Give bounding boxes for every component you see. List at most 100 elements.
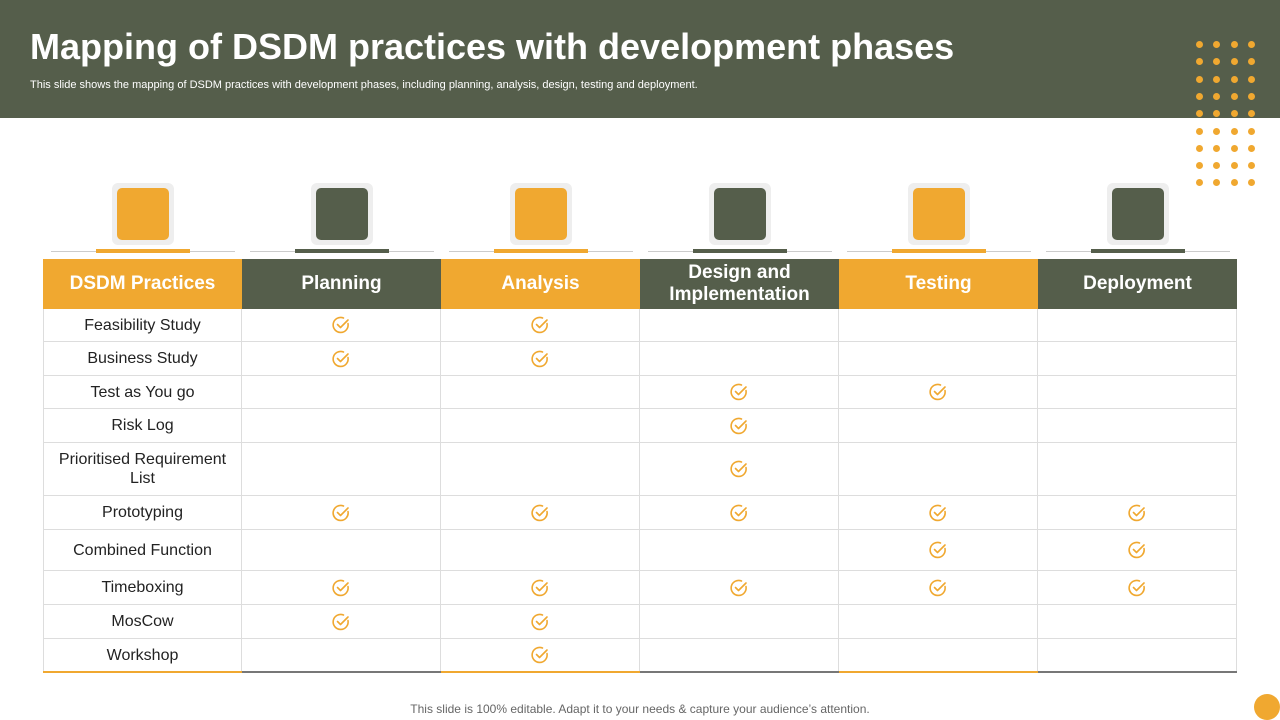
dot xyxy=(1247,127,1255,135)
icon-tile xyxy=(315,188,368,240)
column-header: Design and Implementation xyxy=(640,259,839,309)
row-label: MosCow xyxy=(43,605,242,639)
icon-tile xyxy=(116,188,169,240)
column-header: Analysis xyxy=(441,259,640,309)
dot xyxy=(1196,58,1203,66)
check-cell xyxy=(242,376,441,409)
bottom-rule xyxy=(441,671,640,673)
icon-underline xyxy=(692,249,787,253)
icon-tile xyxy=(912,188,965,240)
footer: This slide is 100% editable. Adapt it to… xyxy=(410,702,870,716)
dot xyxy=(1196,92,1203,100)
dot xyxy=(1230,144,1238,152)
check-cell xyxy=(839,409,1038,443)
bottom-rule xyxy=(839,671,1038,673)
check-cell xyxy=(1038,342,1237,376)
dot xyxy=(1247,41,1255,48)
icon-tile xyxy=(1111,188,1164,240)
check-cell xyxy=(441,496,640,530)
check-cell xyxy=(242,409,441,443)
icon-underline xyxy=(493,249,588,253)
check-cell xyxy=(1038,409,1237,443)
dot xyxy=(1247,179,1255,187)
check-cell xyxy=(441,376,640,409)
check-cell xyxy=(441,530,640,571)
dot xyxy=(1213,179,1221,187)
phase-icon xyxy=(907,183,970,245)
row-label: Test as You go xyxy=(43,376,242,409)
check-cell xyxy=(640,571,839,605)
dot xyxy=(1247,162,1255,170)
phase-icon xyxy=(111,183,174,245)
dot xyxy=(1196,162,1203,170)
check-cell xyxy=(839,530,1038,571)
check-cell xyxy=(640,639,839,672)
title: Mapping of DSDM practices with developme… xyxy=(30,26,955,67)
dot xyxy=(1213,127,1221,135)
icon-underline xyxy=(1090,249,1185,253)
check-cell xyxy=(441,409,640,443)
check-cell xyxy=(242,530,441,571)
check-cell xyxy=(242,309,441,342)
subtitle: This slide shows the mapping of DSDM pra… xyxy=(30,79,698,91)
phase-icon xyxy=(310,183,373,245)
dot xyxy=(1196,41,1203,48)
dot xyxy=(1213,144,1221,152)
bottom-rule xyxy=(43,671,242,673)
dot xyxy=(1230,127,1238,135)
icon-tile xyxy=(713,188,766,240)
bottom-rule xyxy=(242,671,441,673)
dot xyxy=(1230,58,1238,66)
bottom-rule xyxy=(640,671,839,673)
check-cell xyxy=(242,342,441,376)
column-header: Deployment xyxy=(1038,259,1237,309)
check-cell xyxy=(640,376,839,409)
check-cell xyxy=(441,309,640,342)
check-cell xyxy=(1038,376,1237,409)
check-cell xyxy=(242,443,441,496)
check-cell xyxy=(1038,443,1237,496)
dot xyxy=(1196,127,1203,135)
row-label: Feasibility Study xyxy=(43,309,242,342)
bottom-rule xyxy=(1038,671,1237,673)
dot xyxy=(1247,92,1255,100)
dot xyxy=(1213,92,1221,100)
dot xyxy=(1213,162,1221,170)
dot xyxy=(1247,144,1255,152)
dot xyxy=(1213,41,1221,48)
dot xyxy=(1196,110,1203,118)
dot xyxy=(1196,75,1203,83)
check-cell xyxy=(839,605,1038,639)
row-label: Risk Log xyxy=(43,409,242,443)
check-cell xyxy=(640,605,839,639)
check-cell xyxy=(441,443,640,496)
check-cell xyxy=(640,443,839,496)
phase-icon xyxy=(1106,183,1169,245)
check-cell xyxy=(441,605,640,639)
column-header: Testing xyxy=(839,259,1038,309)
check-cell xyxy=(640,530,839,571)
check-cell xyxy=(242,571,441,605)
check-cell xyxy=(640,496,839,530)
check-cell xyxy=(839,309,1038,342)
dot xyxy=(1230,92,1238,100)
dot xyxy=(1213,75,1221,83)
check-cell xyxy=(640,342,839,376)
check-cell xyxy=(839,496,1038,530)
column-header: Planning xyxy=(242,259,441,309)
icon-tile xyxy=(514,188,567,240)
dot xyxy=(1230,110,1238,118)
header-band xyxy=(0,0,1280,118)
dot xyxy=(1196,179,1203,187)
check-cell xyxy=(1038,309,1237,342)
icon-underline xyxy=(891,249,986,253)
check-cell xyxy=(839,639,1038,672)
icon-underline xyxy=(294,249,389,253)
dot xyxy=(1247,110,1255,118)
dot xyxy=(1230,41,1238,48)
row-label: Timeboxing xyxy=(43,571,242,605)
check-cell xyxy=(242,496,441,530)
check-cell xyxy=(640,409,839,443)
dot xyxy=(1213,58,1221,66)
dot xyxy=(1230,75,1238,83)
